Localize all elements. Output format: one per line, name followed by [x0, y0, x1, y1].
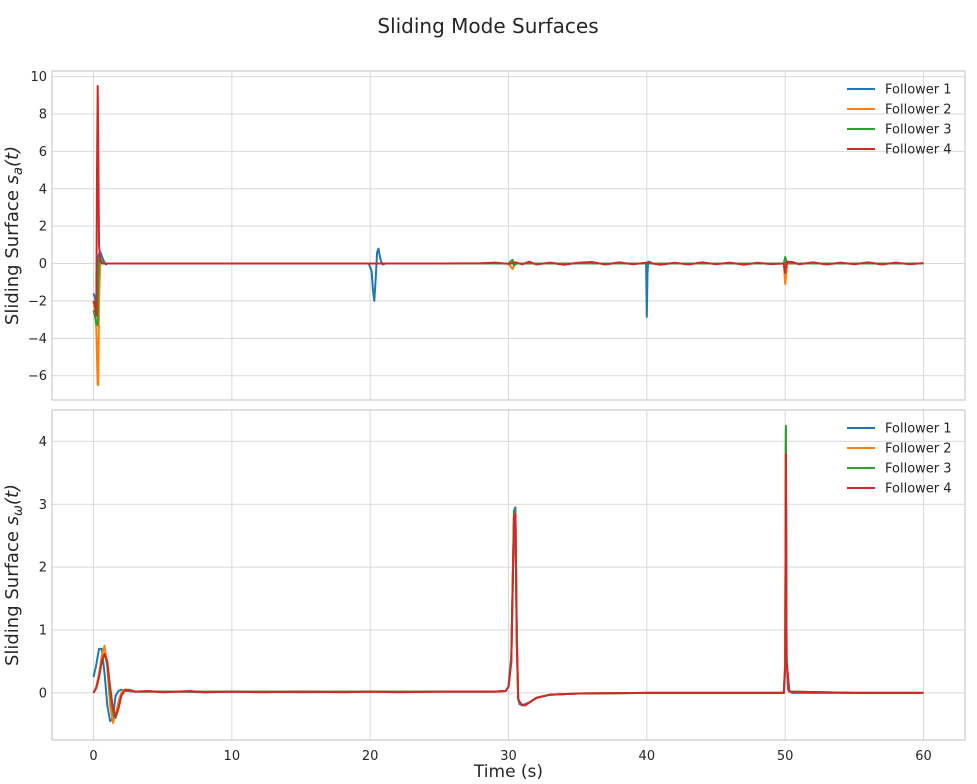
panel-1-ytick-label-1: −4	[28, 332, 47, 347]
panel-2-series	[92, 424, 924, 724]
panel-2-ytick-label-4: 4	[39, 435, 47, 450]
panel-2-frame	[51, 409, 966, 741]
panel-1-ytick-label-3: 0	[39, 257, 47, 272]
panel-2-xtick-label-3: 30	[500, 749, 517, 764]
panel-1-series-line-2	[92, 256, 924, 386]
panel-2-legend: Follower 1 Follower 2 Follower 3 Follower 4	[847, 422, 952, 497]
panel-2-xtick-label-2: 20	[362, 749, 379, 764]
panel-1-ytick-label-4: 2	[39, 220, 47, 235]
panel-1-legend-label-2: Follower 2	[885, 103, 952, 118]
panel-1-legend-label-1: Follower 1	[885, 83, 952, 98]
panel-2-xtick-label-1: 10	[224, 749, 241, 764]
panel-1-ytick-label-7: 8	[39, 107, 47, 122]
panel-2-ytick-label-1: 1	[39, 624, 47, 639]
panel-1-ytick-label-5: 4	[39, 182, 47, 197]
panel-2-xtick-label-6: 60	[915, 749, 932, 764]
panel-2-ytick-label-2: 2	[39, 561, 47, 576]
panel-1-ytick-label-6: 6	[39, 145, 47, 160]
panel-1-legend-label-3: Follower 3	[885, 123, 952, 138]
panel-1-y-axis-label: Sliding Surface sa(t)	[2, 146, 26, 325]
panel-2-xtick-label-0: 0	[89, 749, 97, 764]
panel-2-ytick-label-3: 3	[39, 498, 47, 513]
panel-2-x-axis-label: Time (s)	[473, 762, 543, 782]
panel-2-legend-label-2: Follower 2	[885, 442, 952, 457]
panel-1-legend-label-4: Follower 4	[885, 143, 952, 158]
panel-1-ytick-label-0: −6	[28, 369, 47, 384]
panel-1-frame	[51, 70, 966, 401]
panel-2-ytick-label-0: 0	[39, 686, 47, 701]
figure-title: Sliding Mode Surfaces	[377, 14, 598, 38]
panel-1-series-line-4	[92, 85, 924, 317]
panel-1-series-line-1	[92, 247, 924, 318]
panel-2-xtick-label-4: 40	[639, 749, 656, 764]
panel-1-ytick-label-8: 10	[30, 70, 47, 85]
panel-2-legend-label-3: Follower 3	[885, 462, 952, 477]
panel-2-xtick-label-5: 50	[777, 749, 794, 764]
panel-2-legend-label-1: Follower 1	[885, 422, 952, 437]
panel-1-legend: Follower 1 Follower 2 Follower 3 Follower 4	[847, 83, 952, 158]
panel-1: −6 −4 −2 0 2 4 6 8 10 Sliding Surface sa(t) Follow…	[2, 70, 966, 401]
panel-2-y-axis-label: Sliding Surface sω(t)	[2, 484, 26, 666]
panel-1-ytick-label-2: −2	[28, 294, 47, 309]
panel-2-series-line-4	[92, 453, 924, 718]
panel-1-series	[92, 85, 924, 386]
panel-2-legend-label-4: Follower 4	[885, 482, 952, 497]
